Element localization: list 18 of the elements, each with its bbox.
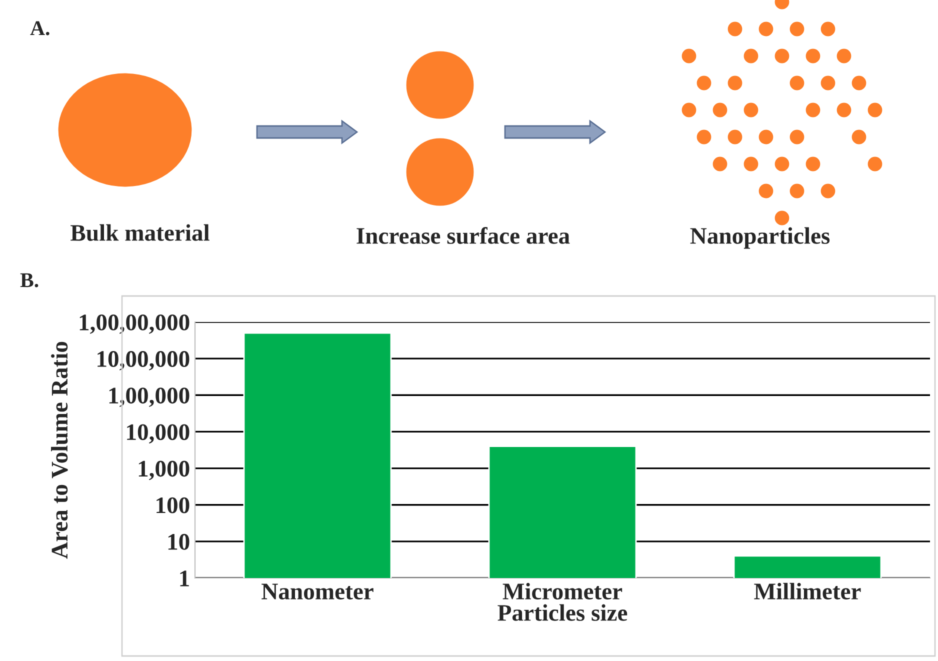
- chart-title: B.: [20, 273, 38, 288]
- y-tick-label: 1,00,000: [109, 388, 190, 407]
- text: Bulk material: [70, 224, 210, 241]
- x-tick-label: Millimeter: [754, 582, 861, 600]
- x-axis-title: Particles size: [498, 604, 628, 621]
- y-tick-label: 1: [180, 570, 189, 586]
- x-tick-label: Nanometer: [262, 584, 374, 600]
- text: Nanoparticles: [690, 227, 830, 249]
- y-tick-label: 10,000: [127, 424, 190, 444]
- y-tick-label: 10: [168, 534, 190, 550]
- y-axis-title: Area to Volume Ratio: [51, 342, 68, 559]
- y-tick-label: 1,000: [138, 460, 190, 480]
- y-tick-label: 10,00,000: [98, 351, 190, 370]
- x-tick-label: Micrometer: [502, 582, 622, 600]
- y-tick-label: 1,00,00,000: [80, 314, 190, 334]
- text: A.: [30, 21, 50, 36]
- text: Increase surface area: [356, 227, 570, 244]
- y-tick-label: 100: [156, 497, 190, 514]
